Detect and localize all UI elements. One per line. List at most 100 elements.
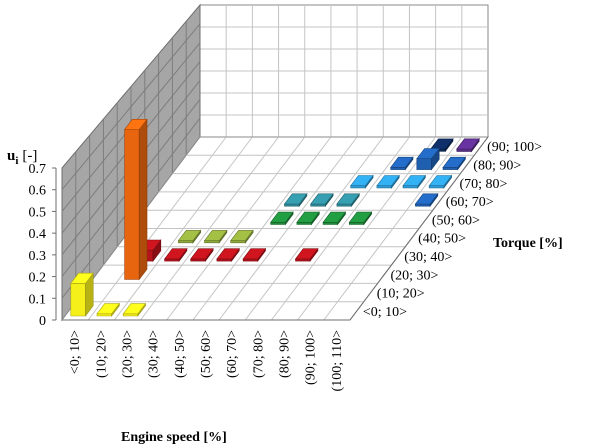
- bar-front-face: [456, 148, 472, 152]
- bar-top-face: [390, 156, 414, 168]
- bar: [203, 229, 228, 244]
- bar-top-face: [70, 272, 94, 284]
- engine-speed-tick-label: <0; 10>: [68, 330, 83, 374]
- bar: [96, 302, 121, 317]
- bar: [442, 156, 467, 171]
- bar: [177, 229, 202, 244]
- bar: [122, 302, 147, 317]
- bar: [70, 272, 94, 317]
- value-tick-label: 0.3: [29, 249, 47, 264]
- bar-front-face: [402, 185, 419, 189]
- bar: [242, 247, 267, 263]
- bar-top-face: [242, 248, 267, 260]
- bar: [414, 192, 439, 208]
- bar-top-face: [190, 248, 214, 260]
- value-axis-title-sub: i: [15, 155, 18, 167]
- value-axis-title: ui [-]: [7, 148, 37, 167]
- bar-top-face: [402, 175, 427, 186]
- bar-front-face: [124, 129, 140, 280]
- engine-speed-tick-label: (20; 30>: [120, 330, 135, 378]
- value-tick-label: 0.7: [29, 162, 47, 177]
- bar-top-face: [348, 211, 373, 223]
- bar: [123, 118, 148, 281]
- engine-speed-tick-label: (80; 90>: [278, 330, 293, 378]
- bar: [230, 229, 254, 244]
- bar: [376, 174, 400, 189]
- torque-tick-label: (90; 100>: [487, 140, 542, 155]
- bar-front-face: [348, 222, 365, 225]
- bar-top-face: [336, 193, 360, 205]
- value-tick-label: 0.1: [29, 292, 47, 307]
- bar: [402, 174, 427, 189]
- bar-front-face: [390, 167, 406, 170]
- bar: [350, 174, 374, 189]
- bar-front-face: [242, 258, 259, 262]
- bar-top-face: [350, 175, 374, 186]
- torque-tick-label: (30; 40>: [404, 250, 452, 265]
- torque-tick-label: <0; 10>: [363, 305, 407, 320]
- bar-top-face: [456, 138, 480, 150]
- bar: [429, 138, 454, 153]
- bar: [190, 247, 214, 263]
- bar: [390, 156, 414, 171]
- bar-front-face: [322, 222, 339, 225]
- engine-speed-tick-label: (30; 40>: [147, 330, 162, 378]
- bar: [294, 247, 319, 262]
- bar-top-face: [122, 303, 147, 315]
- value-axis-title-main: u: [7, 148, 15, 164]
- bar-front-face: [270, 222, 286, 225]
- bar: [416, 147, 440, 171]
- bar-front-face: [122, 313, 139, 317]
- bar-front-face: [295, 258, 311, 262]
- bar-front-face: [284, 203, 300, 207]
- bar-front-face: [376, 185, 392, 189]
- torque-tick-label: (60; 70>: [446, 195, 494, 210]
- bar-front-face: [310, 203, 326, 207]
- bar-front-face: [442, 167, 459, 170]
- bar-front-face: [350, 185, 366, 189]
- bar-front-face: [178, 240, 194, 244]
- bar: [310, 192, 334, 208]
- y-axis-title: Torque [%]: [493, 236, 563, 251]
- bar-top-face: [203, 230, 228, 241]
- bar-top-face: [322, 211, 347, 223]
- engine-speed-tick-label: (90; 100>: [304, 330, 319, 385]
- bar-top-face: [230, 230, 254, 241]
- value-axis: 0 0.1 0.2 0.3 0.4 0.5 0.6 0.7: [29, 162, 57, 329]
- bar-front-face: [230, 240, 246, 244]
- torque-tick-labels: <0; 10> (10; 20> (20; 30> (30; 40> (40; 50> (…: [363, 140, 542, 320]
- bar-front-face: [96, 313, 112, 317]
- bar-front-face: [216, 258, 232, 262]
- bar-top-face: [123, 119, 148, 130]
- engine-speed-tick-labels: <0; 10> (10; 20> (20; 30> (30; 40> (40; 50> (…: [68, 330, 345, 392]
- bar-front-face: [70, 283, 86, 317]
- bar-top-face: [296, 211, 320, 223]
- value-tick-label: 0.6: [29, 184, 47, 199]
- bar: [270, 211, 294, 226]
- bar-top-face: [376, 175, 400, 186]
- value-axis-title-unit: [-]: [22, 148, 37, 164]
- y-axis-line: [349, 136, 489, 321]
- bar: [163, 247, 188, 263]
- bar-top-face: [294, 248, 319, 260]
- bar-top-face: [414, 193, 439, 205]
- back-wall: [199, 4, 489, 138]
- bars-layer: [70, 118, 480, 317]
- bar-top-face: [216, 248, 240, 260]
- bar-top-face: [310, 193, 334, 205]
- bar: [216, 247, 240, 263]
- value-tick-label: 0.5: [29, 205, 47, 220]
- bar-top-face: [163, 248, 188, 260]
- engine-speed-tick-label: (40; 50>: [173, 330, 188, 378]
- engine-speed-tick-label: (70; 80>: [251, 330, 266, 378]
- engine-speed-tick-label: (100; 110>: [330, 330, 345, 392]
- bar-top-face: [177, 230, 202, 241]
- engine-speed-tick-label: (60; 70>: [225, 330, 240, 378]
- torque-tick-label: (10; 20>: [377, 287, 425, 302]
- bar-front-face: [190, 258, 206, 262]
- bar: [283, 192, 308, 208]
- bar-front-face: [428, 185, 445, 189]
- bar-front-face: [296, 222, 312, 225]
- bar: [336, 192, 360, 208]
